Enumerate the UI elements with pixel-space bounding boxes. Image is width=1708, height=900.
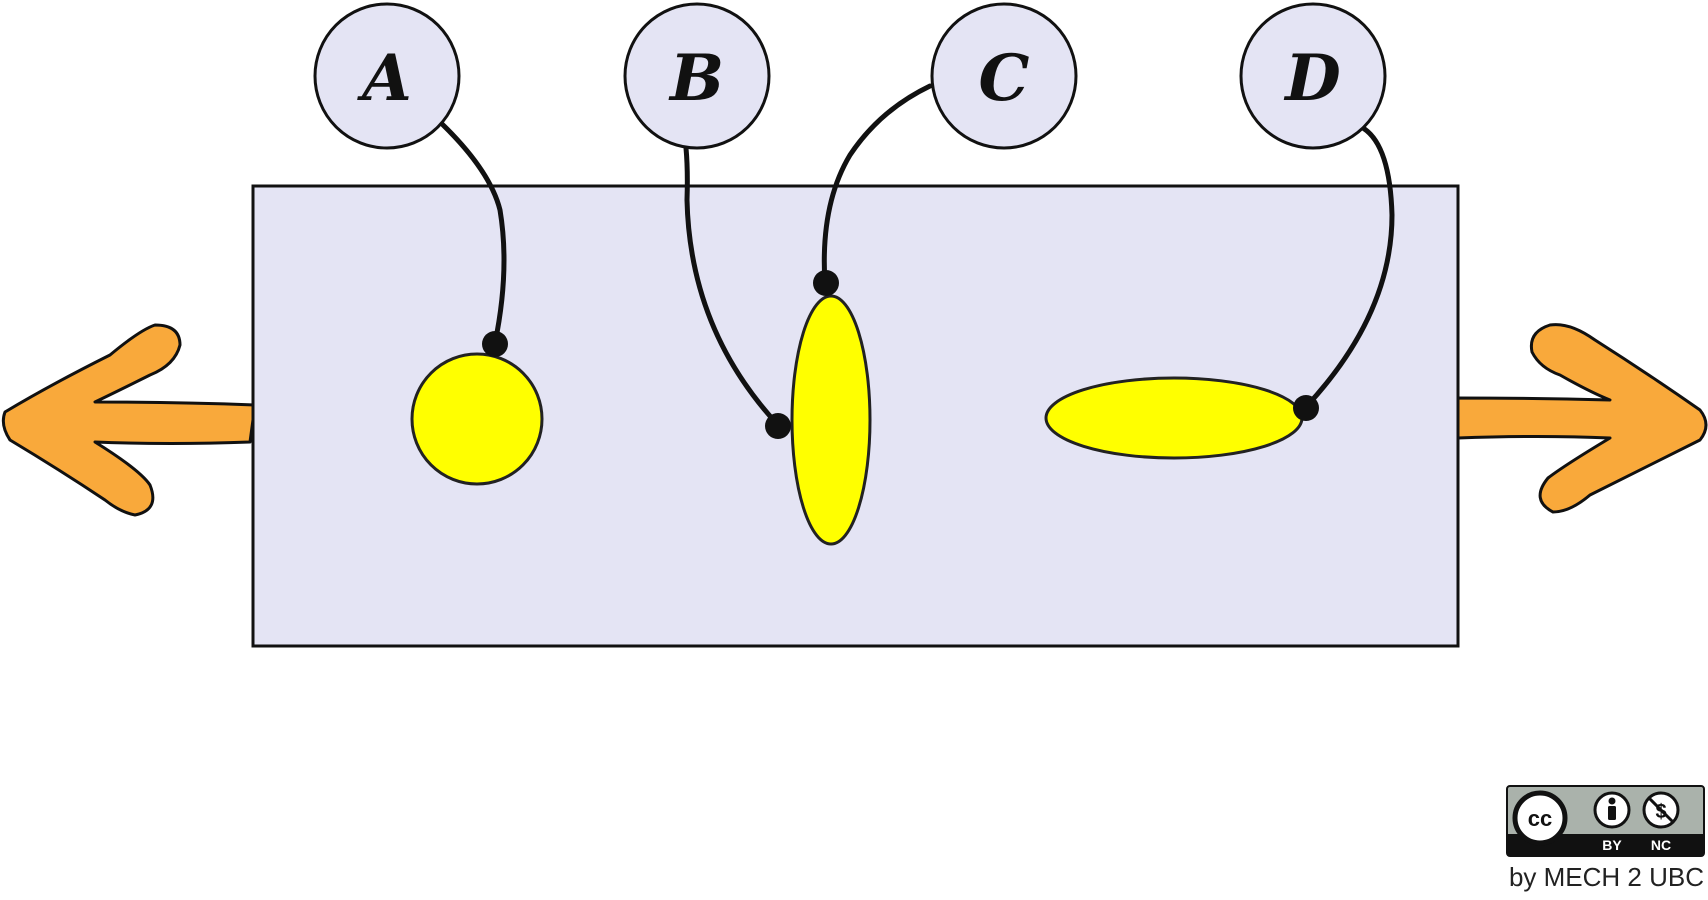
- cc-logo-icon: [1512, 790, 1568, 846]
- label-d-text: D: [1283, 41, 1341, 116]
- attribution-person-body: [1608, 806, 1616, 820]
- point-d-dot: [1293, 395, 1319, 421]
- label-a-text: A: [357, 41, 412, 116]
- cc-by-label: BY: [1602, 837, 1622, 853]
- leader-line-c: [821, 83, 933, 286]
- leader-line-b: [683, 145, 781, 428]
- label-bubble-d: D: [1239, 2, 1387, 150]
- cc-logo-text: cc: [1528, 806, 1552, 831]
- leader-line-a: [437, 119, 507, 346]
- point-b-dot: [765, 413, 791, 439]
- noncommercial-strike: [1647, 796, 1675, 824]
- cc-license-badge: cc $ BY NC: [1506, 785, 1705, 857]
- label-bubble-b-circle: [623, 2, 771, 150]
- credit-text: by MECH 2 UBC: [1509, 862, 1704, 892]
- attribution-person-head: [1608, 797, 1616, 805]
- inclusion-horizontal-ellipse-d: [1044, 376, 1304, 460]
- label-bubble-d-circle: [1239, 2, 1387, 150]
- label-bubble-c-circle: [930, 2, 1078, 150]
- label-c-text: C: [979, 41, 1030, 116]
- label-b-text: B: [668, 41, 724, 116]
- label-bubble-a: A: [313, 2, 461, 150]
- leader-line-d: [1302, 125, 1395, 411]
- left-tension-arrow: [1, 323, 257, 517]
- point-c-dot: [813, 270, 839, 296]
- inclusion-circle-a: [410, 352, 544, 486]
- label-bubble-c: C: [930, 2, 1078, 150]
- cc-nc-label: NC: [1651, 837, 1671, 853]
- right-tension-arrow: [1453, 323, 1708, 514]
- label-bubble-a-circle: [313, 2, 461, 150]
- inclusion-vertical-ellipse-bc: [790, 294, 872, 546]
- label-bubble-b: B: [623, 2, 771, 150]
- point-a-dot: [482, 331, 508, 357]
